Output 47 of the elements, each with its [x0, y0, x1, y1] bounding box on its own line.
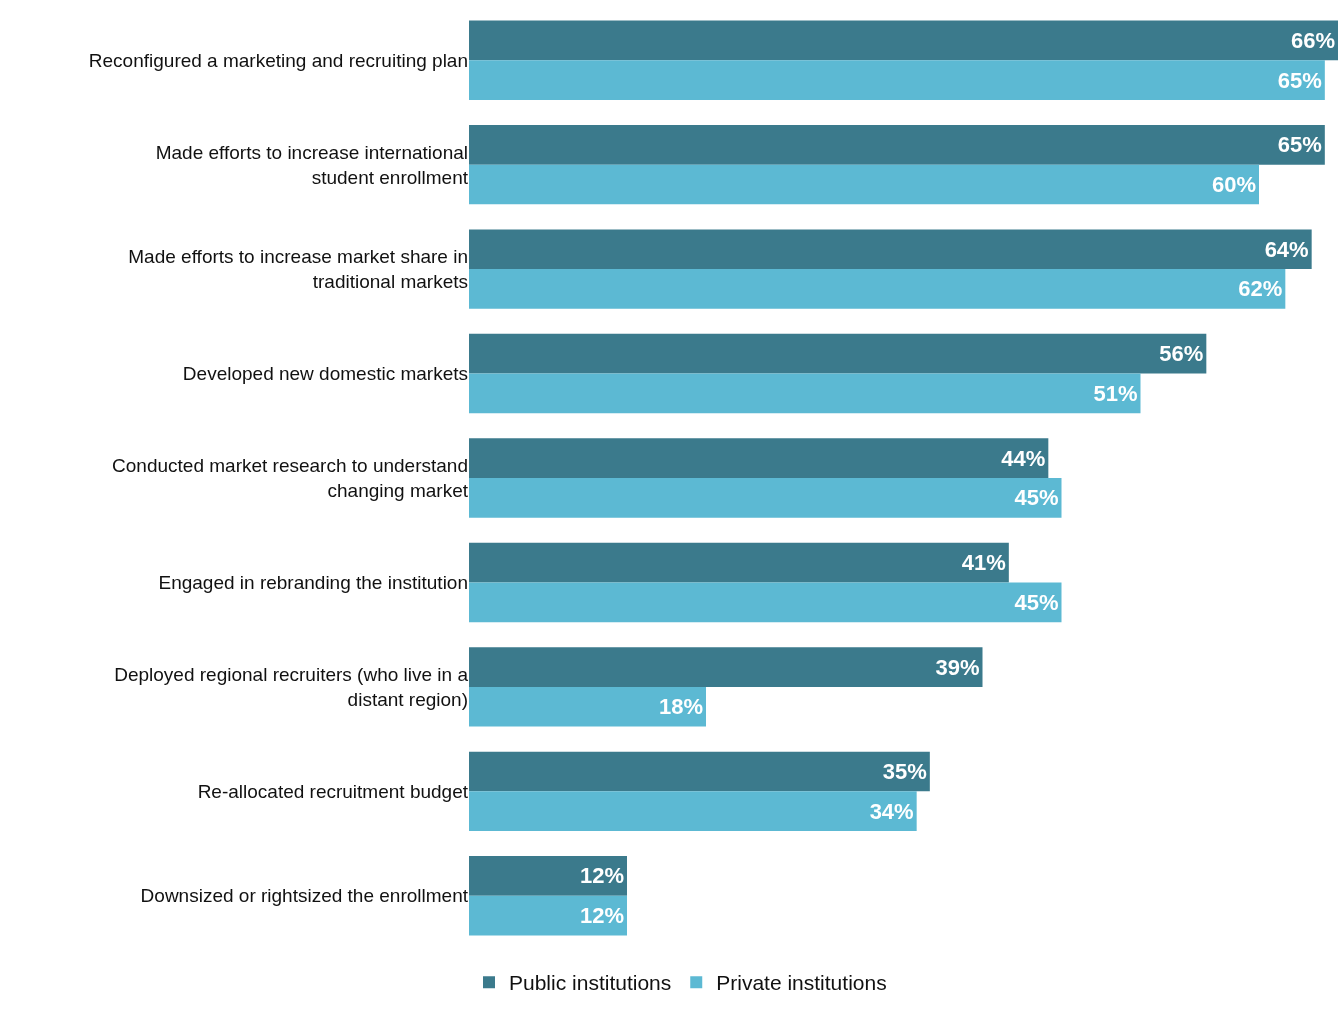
data-label: 65%: [1277, 67, 1322, 93]
data-label: 62%: [1238, 276, 1283, 302]
bar: [469, 269, 1286, 309]
data-label: 56%: [1159, 341, 1204, 367]
data-label: 34%: [869, 798, 914, 824]
data-label: 12%: [579, 903, 624, 929]
bar: [469, 373, 1141, 414]
y-tick-label: Deployed regional recruiters (who live in a distant region): [114, 664, 469, 710]
data-label: 60%: [1211, 172, 1256, 198]
y-tick-label: Reconfigured a marketing and recruiting plan: [88, 49, 468, 71]
bar: [469, 542, 1009, 583]
y-tick-label: Downsized or rightsized the enrollment: [140, 885, 469, 907]
bar: [469, 751, 930, 792]
y-tick-label: Engaged in rebranding the institution: [158, 572, 468, 594]
y-tick-label: Developed new domestic markets: [182, 363, 468, 385]
bar: [469, 582, 1062, 623]
bar: [469, 229, 1312, 270]
legend-label: Public institutions: [509, 971, 672, 995]
y-tick-label: Re-allocated recruitment budget: [197, 780, 469, 802]
bar: [469, 856, 627, 896]
y-tick-label: Made efforts to increase international student enrollment: [155, 141, 469, 188]
bar: [469, 895, 627, 936]
bar: [469, 124, 1325, 165]
bar: [469, 333, 1207, 374]
y-tick-label: Conducted market research to understand changing market: [112, 455, 469, 501]
legend-label: Private institutions: [716, 971, 887, 995]
bar: [469, 438, 1049, 478]
bar: [469, 60, 1325, 100]
data-label: 45%: [1014, 589, 1059, 615]
bar: [469, 478, 1062, 518]
data-label: 51%: [1093, 380, 1138, 406]
data-label: 66%: [1290, 27, 1335, 53]
data-label: 41%: [961, 550, 1006, 576]
data-label: 64%: [1264, 236, 1309, 262]
data-label: 44%: [1001, 445, 1046, 471]
bar: [469, 647, 983, 687]
data-label: 35%: [882, 758, 927, 784]
bar: [469, 20, 1338, 61]
bar: [469, 686, 706, 727]
data-label: 45%: [1014, 485, 1059, 511]
bar: [469, 164, 1259, 205]
data-label: 39%: [935, 654, 980, 680]
data-label: 18%: [658, 694, 703, 720]
data-label: 65%: [1277, 132, 1322, 158]
y-tick-label: Made efforts to increase market share in traditional markets: [128, 246, 468, 293]
data-label: 12%: [579, 863, 624, 889]
bar: [469, 791, 917, 832]
